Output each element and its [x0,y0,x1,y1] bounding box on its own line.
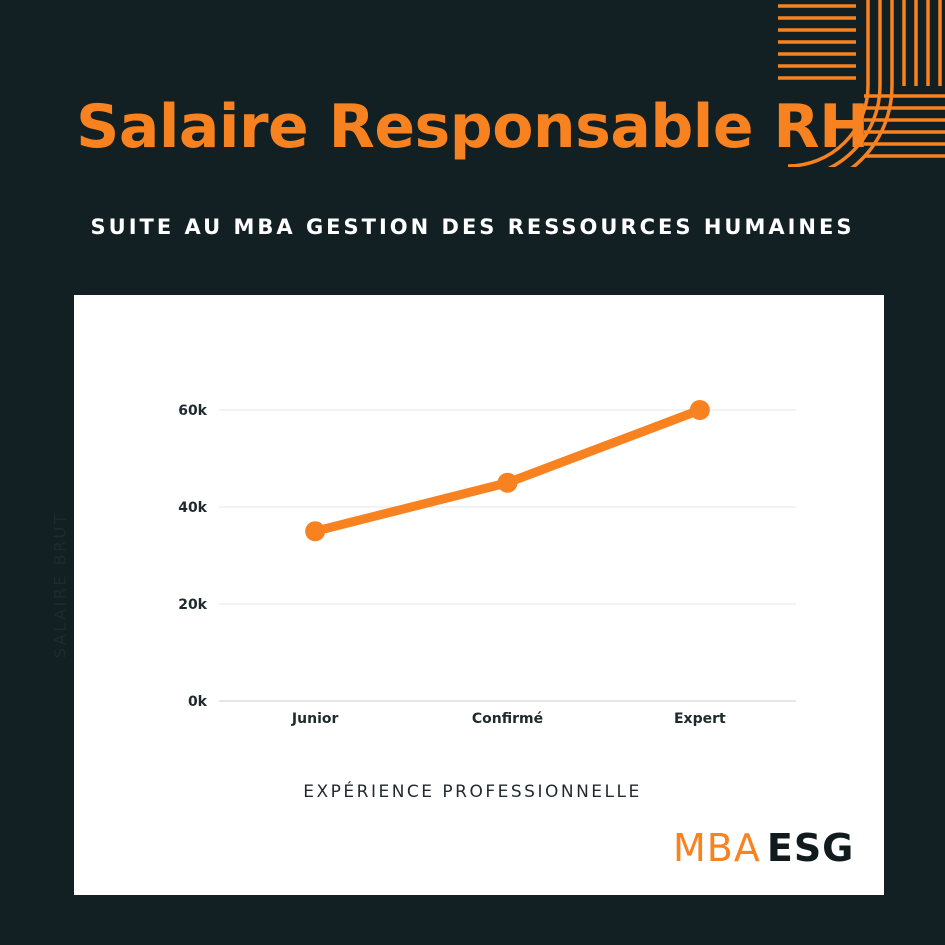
x-axis-label: EXPÉRIENCE PROFESSIONNELLE [303,782,642,802]
x-tick-label: Junior [291,711,339,727]
page-subtitle: SUITE AU MBA GESTION DES RESSOURCES HUMA… [90,215,855,239]
chart-card: 0k 20k 40k 60k Junior Confirmé Expert [74,295,884,895]
x-tick-label: Expert [674,711,726,727]
y-tick-label: 20k [178,597,207,613]
y-tick-label: 60k [178,403,207,419]
y-tick-label: 0k [188,694,208,710]
y-axis-label-text: SALAIRE BRUT [50,511,70,659]
y-tick-label: 40k [178,500,207,516]
series-line [310,405,705,536]
x-tick-label: Confirmé [472,711,543,727]
logo-mba: MBA [673,826,761,870]
data-point [497,472,518,493]
logo-esg: ESG [766,826,855,870]
page-title: Salaire Responsable RH [76,92,869,162]
data-point [689,400,710,420]
data-point [305,521,326,542]
mba-esg-logo: MBA ESG [673,826,854,870]
line-chart: 0k 20k 40k 60k Junior Confirmé Expert [178,400,796,727]
